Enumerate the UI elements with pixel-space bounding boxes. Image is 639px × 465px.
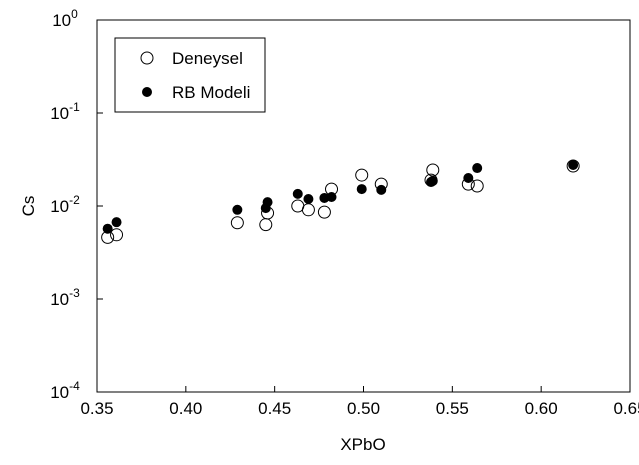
data-point [292,188,303,199]
x-tick-label: 0.55 [436,399,469,418]
data-point [317,205,331,219]
data-point [427,175,438,186]
y-tick-exponent: -2 [69,193,80,207]
y-tick-exponent: -1 [69,100,80,114]
y-tick-label: 10-2 [50,193,80,216]
y-tick-base: 10 [50,104,69,123]
data-point [376,184,387,195]
x-tick-label: 0.60 [525,399,558,418]
data-point [111,217,122,228]
y-tick-base: 10 [50,197,69,216]
data-point [259,218,273,232]
x-tick-label: 0.35 [80,399,113,418]
y-tick-exponent: -4 [69,379,80,393]
legend-label: Deneysel [172,49,243,68]
y-tick-exponent: -3 [69,286,80,300]
data-point [356,184,367,195]
data-point [303,193,314,204]
y-tick-exponent: 0 [71,7,78,21]
data-point [326,191,337,202]
x-tick-label: 0.65 [613,399,639,418]
y-tick-base: 10 [50,290,69,309]
y-tick-base: 10 [50,383,69,402]
data-point [470,179,484,193]
x-tick-label: 0.50 [347,399,380,418]
data-point [301,203,315,217]
x-tick-label: 0.45 [258,399,291,418]
x-axis-label: XPbO [340,435,385,454]
legend-label: RB Modeli [172,83,250,102]
y-tick-label: 100 [52,7,78,30]
x-tick-label: 0.40 [169,399,202,418]
legend-marker [140,51,154,65]
y-tick-label: 10-3 [50,286,80,309]
data-point [472,163,483,174]
data-point [568,159,579,170]
data-point [463,173,474,184]
legend-marker [142,87,152,97]
data-point [110,228,124,242]
legend-box [114,37,266,113]
y-tick-label: 10-4 [50,379,80,402]
data-point [232,204,243,215]
data-point [262,197,273,208]
y-axis-label: Cs [19,196,38,217]
y-tick-label: 10-1 [50,100,80,123]
data-point [230,216,244,230]
y-tick-base: 10 [52,11,71,30]
data-point [102,223,113,234]
data-point [355,168,369,182]
